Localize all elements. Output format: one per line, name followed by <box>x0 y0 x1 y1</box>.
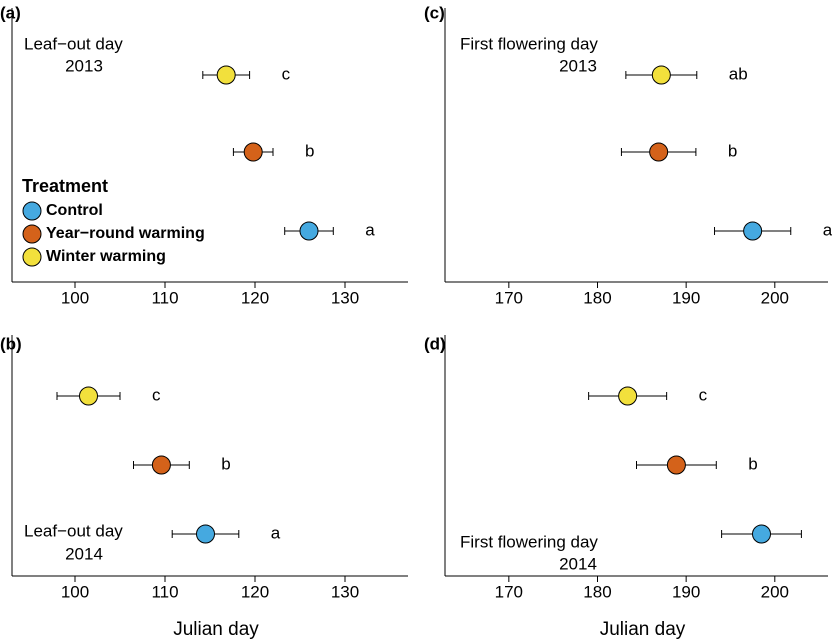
panel-label: (b) <box>0 334 22 353</box>
point <box>752 524 772 544</box>
legend-label: Winter warming <box>46 248 166 265</box>
x-tick-label: 200 <box>761 288 789 307</box>
significance-letter: b <box>728 141 737 160</box>
x-tick-label: 100 <box>61 582 89 601</box>
x-tick-label: 120 <box>241 582 269 601</box>
panel-label: (d) <box>424 334 446 353</box>
panel-label: (a) <box>0 3 21 22</box>
x-tick-label: 130 <box>331 288 359 307</box>
annotation: First flowering day <box>460 34 598 53</box>
x-axis-label: Julian day <box>173 619 259 640</box>
significance-letter: a <box>271 523 281 542</box>
x-tick-label: 180 <box>583 288 611 307</box>
significance-letter: ab <box>729 64 748 83</box>
x-tick-label: 170 <box>495 288 523 307</box>
x-tick-label: 200 <box>761 582 789 601</box>
panel-label: (c) <box>424 3 445 22</box>
significance-letter: c <box>282 64 291 83</box>
significance-letter: c <box>152 385 161 404</box>
x-tick-label: 110 <box>151 582 178 601</box>
significance-letter: b <box>748 454 757 473</box>
annotation: Leaf−out day <box>24 34 123 53</box>
annotation: 2013 <box>65 56 103 75</box>
annotation: 2014 <box>559 554 597 573</box>
legend-title: Treatment <box>22 176 108 196</box>
significance-letter: a <box>823 220 832 239</box>
annotation: First flowering day <box>460 532 598 551</box>
point <box>666 455 686 475</box>
point <box>243 142 263 162</box>
x-tick-label: 100 <box>61 288 89 307</box>
x-axis-label: Julian day <box>600 619 686 640</box>
point <box>79 386 98 406</box>
point <box>151 455 171 475</box>
significance-letter: a <box>365 220 375 239</box>
legend-swatch <box>22 224 42 244</box>
x-tick-label: 190 <box>672 582 700 601</box>
annotation: 2013 <box>559 56 597 75</box>
x-tick-label: 110 <box>151 288 178 307</box>
legend-label: Control <box>46 202 103 219</box>
point <box>299 221 319 241</box>
x-tick-label: 190 <box>672 288 700 307</box>
point <box>649 142 669 162</box>
x-tick-label: 170 <box>495 582 523 601</box>
significance-letter: b <box>221 454 230 473</box>
legend-label: Year−round warming <box>46 225 205 242</box>
point <box>216 65 236 85</box>
point <box>196 524 215 544</box>
point <box>743 221 763 241</box>
point <box>618 386 638 406</box>
legend-swatch <box>22 247 42 267</box>
point <box>651 65 671 85</box>
annotation: 2014 <box>65 544 103 563</box>
x-tick-label: 180 <box>583 582 611 601</box>
x-tick-label: 130 <box>331 582 359 601</box>
significance-letter: c <box>699 385 708 404</box>
x-tick-label: 120 <box>241 288 269 307</box>
legend-swatch <box>22 201 42 221</box>
annotation: Leaf−out day <box>24 521 123 540</box>
significance-letter: b <box>305 141 314 160</box>
